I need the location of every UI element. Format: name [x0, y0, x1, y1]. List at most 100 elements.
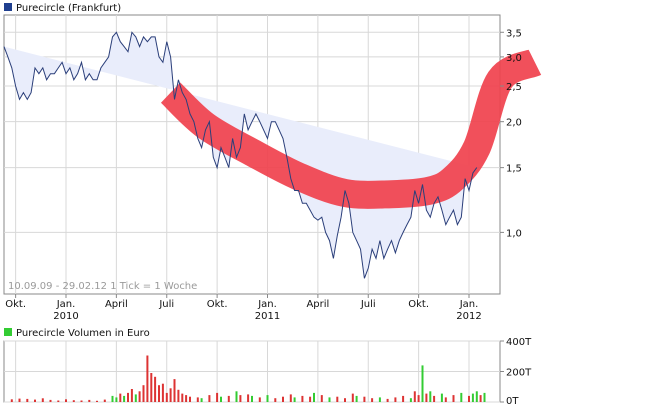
volume-bar [80, 400, 83, 402]
volume-bar [274, 398, 277, 402]
price-x-year-label: 2012 [456, 311, 481, 322]
volume-bar [88, 399, 91, 402]
price-x-tick-label: April [105, 299, 128, 310]
volume-bar [150, 373, 153, 402]
price-x-year-label: 2011 [255, 311, 280, 322]
price-x-tick-label: Jan. [56, 299, 76, 310]
price-x-tick-label: Jan. [257, 299, 277, 310]
volume-bar [196, 397, 199, 402]
volume-bar [479, 395, 482, 402]
price-x-tick-label: Jan. [459, 299, 479, 310]
volume-bar [293, 397, 296, 402]
volume-bar [115, 397, 118, 402]
price-area-fill [4, 32, 477, 279]
volume-bar [158, 385, 160, 402]
price-x-tick-label: April [306, 299, 329, 310]
volume-bar [301, 395, 304, 402]
price-y-tick-label: 2,5 [506, 82, 522, 93]
legend-volume-swatch [4, 328, 12, 336]
volume-bar [452, 395, 455, 402]
volume-bar [185, 395, 188, 402]
volume-bar [282, 396, 284, 402]
price-x-tick-label: Juli [360, 299, 376, 310]
volume-bar [103, 399, 106, 402]
price-x-tick-label: Okt. [5, 299, 26, 310]
volume-y-tick-label: 200T [506, 368, 532, 379]
price-line [3, 31, 478, 279]
volume-bar [378, 397, 381, 402]
volume-bar [471, 393, 474, 402]
price-y-tick-label: 1,5 [506, 164, 522, 175]
price-y-tick-label: 3,5 [506, 28, 522, 39]
volume-bar [34, 399, 36, 402]
volume-bar [239, 395, 242, 402]
volume-bar [72, 400, 75, 402]
volume-bar [177, 389, 180, 402]
volume-bar [421, 365, 424, 402]
volume-y-tick-label: 0T [506, 396, 519, 407]
volume-bar [200, 398, 203, 402]
volume-bar [127, 392, 129, 402]
volume-bar [235, 391, 238, 402]
volume-bar [363, 396, 366, 402]
volume-bar [413, 391, 416, 402]
volume-bar [433, 395, 436, 402]
price-y-axis: 1,0 1,5 2,0 2,5 3,0 3,5 [500, 28, 522, 239]
volume-bar [460, 392, 463, 402]
volume-bars [10, 355, 486, 402]
volume-bar [123, 395, 126, 402]
volume-bar [134, 394, 137, 402]
volume-bar [208, 395, 211, 402]
volume-bar [165, 392, 168, 402]
volume-bar [173, 379, 176, 402]
volume-bar [355, 395, 358, 402]
volume-bar [394, 397, 397, 402]
volume-bar [289, 394, 292, 402]
volume-bar [169, 388, 172, 402]
volume-bar [475, 391, 478, 402]
volume-bar [154, 376, 157, 402]
volume-bar [57, 400, 60, 402]
volume-bar [65, 399, 67, 402]
date-range-note: 10.09.09 - 29.02.12 1 Tick = 1 Woche [8, 281, 197, 292]
volume-bar [417, 395, 420, 402]
volume-bar [344, 398, 346, 402]
volume-bar [386, 398, 389, 402]
volume-y-axis: 0T 200T 400T [500, 337, 532, 407]
volume-bar [227, 395, 230, 402]
volume-bar [440, 393, 443, 402]
volume-bar [429, 391, 432, 402]
volume-bar [371, 398, 374, 402]
volume-bar [425, 393, 428, 402]
price-x-tick-label: Okt. [408, 299, 429, 310]
price-y-tick-label: 2,0 [506, 118, 522, 129]
legend-volume-label: Purecircle Volumen in Euro [16, 328, 150, 339]
price-y-tick-label: 1,0 [506, 228, 522, 239]
volume-bar [10, 399, 13, 402]
legend-price-label: Purecircle (Frankfurt) [16, 3, 121, 14]
volume-bar [336, 396, 339, 402]
volume-bar [111, 395, 114, 402]
volume-bar [189, 396, 191, 402]
volume-bar [96, 400, 98, 402]
volume-bar [251, 395, 253, 402]
volume-bar [181, 393, 184, 402]
volume-bar [130, 389, 133, 402]
volume-bar [49, 399, 52, 402]
volume-bar [216, 392, 219, 402]
volume-bar [18, 398, 21, 402]
volume-bar [142, 385, 145, 402]
volume-bar [119, 393, 122, 402]
volume-bar [247, 394, 250, 402]
volume-bar [483, 392, 486, 402]
volume-bar [468, 395, 470, 402]
price-y-tick-label: 3,0 [506, 53, 522, 64]
volume-bar [309, 396, 312, 402]
volume-bar [161, 383, 164, 402]
volume-bar [220, 396, 222, 402]
volume-bar [138, 391, 141, 402]
price-x-tick-label: Juli [158, 299, 174, 310]
trend-band [160, 49, 542, 209]
